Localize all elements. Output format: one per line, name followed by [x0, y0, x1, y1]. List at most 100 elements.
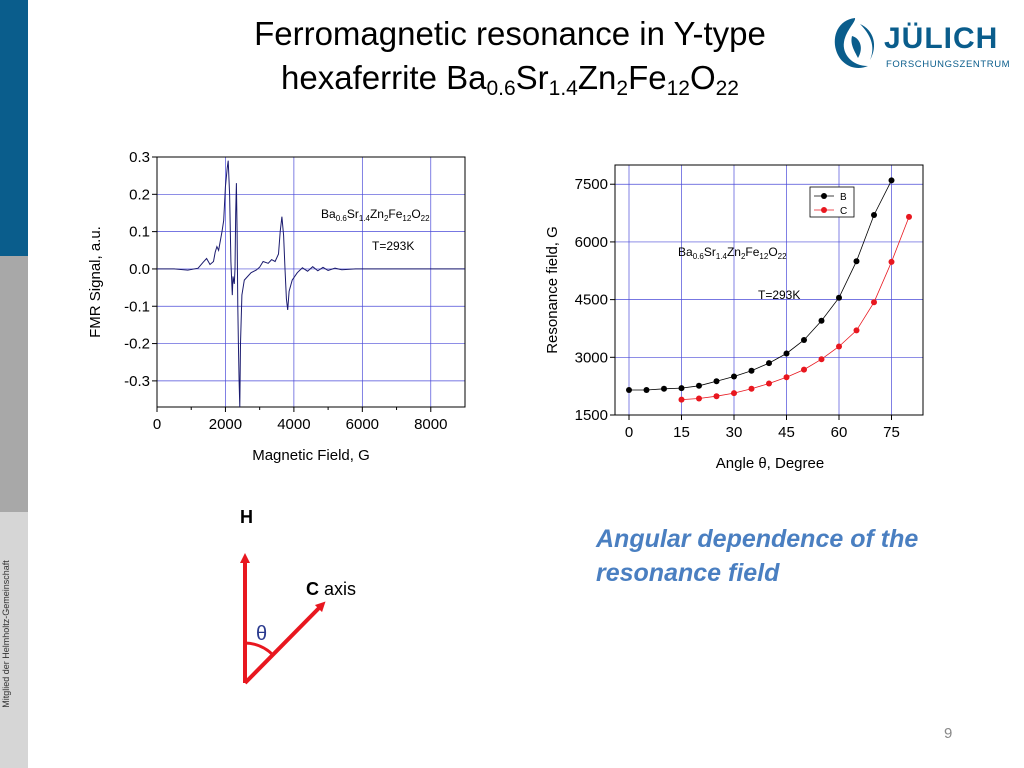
chart2-formula-sub: 0.6 — [693, 252, 705, 261]
chart1-y-tick-label: -0.1 — [124, 298, 150, 315]
chart2-formula-sub: 12 — [759, 252, 768, 261]
title-formula-text: Fe — [628, 59, 667, 96]
chart2-formula-part: Fe — [745, 245, 759, 259]
chart2-x-tick-label: 75 — [883, 424, 900, 441]
chart2-formula-part: O — [768, 245, 777, 259]
chart2-legend-label-c: C — [840, 206, 847, 217]
chart2-point-c — [853, 327, 860, 334]
chart1-x-tick-label: 6000 — [346, 416, 379, 433]
chart1-formula-part: Fe — [388, 207, 402, 221]
chart2-point-b — [888, 177, 895, 184]
c-axis-label-bold: C — [306, 579, 319, 599]
chart1-plot-frame — [156, 156, 466, 408]
chart2-point-b — [801, 337, 807, 343]
chart2-point-b — [643, 387, 650, 393]
chart2-y-tick-label: 3000 — [575, 349, 608, 366]
helmholtz-membership-text: Mitglied der Helmholtz-Gemeinschaft — [1, 560, 11, 708]
chart2-x-tick-label: 15 — [673, 424, 690, 441]
chart1-formula-part: Ba — [321, 207, 336, 221]
chart2-point-c — [748, 385, 755, 392]
chart2-series — [626, 177, 912, 403]
chart2-x-tick-label: 45 — [778, 424, 795, 441]
chart2-point-b — [731, 373, 737, 380]
chart2-point-b — [696, 382, 702, 389]
chart2-point-c — [766, 380, 772, 387]
chart2-point-b — [853, 258, 860, 265]
chart1-x-tick-label: 4000 — [277, 416, 310, 433]
chart2-legend-marker-c — [821, 207, 827, 213]
title-formula-sub: 1.4 — [548, 77, 578, 100]
chart2-point-b — [661, 385, 667, 392]
logo-subtitle: FORSCHUNGSZENTRUM — [886, 59, 1011, 70]
title-formula-text: Zn — [577, 59, 617, 96]
chart2-series-line-b — [629, 180, 892, 391]
chart1-x-tick-label: 8000 — [414, 416, 447, 433]
chart1-formula-sub: 22 — [421, 214, 430, 223]
chart1-formula-sub: 2 — [384, 214, 389, 223]
chart2-y-tick-label: 1500 — [575, 407, 608, 424]
chart2-legend-box — [809, 186, 855, 218]
logo-word: JÜLICH — [884, 22, 999, 55]
chart2-point-c — [836, 343, 842, 350]
chart1-formula-part: Sr — [347, 207, 359, 221]
chart2-temperature-annotation: T=293K — [758, 288, 800, 302]
page-number: 9 — [944, 725, 953, 742]
chart2-point-b — [818, 317, 825, 324]
c-axis-label: C axis — [306, 579, 356, 599]
chart2-point-b — [713, 378, 720, 385]
chart1-y-tick-label: 0.3 — [129, 149, 150, 166]
chart2-legend-marker-b — [821, 193, 827, 199]
chart1-y-tick-label: 0.2 — [129, 186, 150, 203]
chart1-grid — [157, 156, 465, 407]
h-field-label: H — [240, 507, 253, 527]
chart1-x-tick-label: 2000 — [209, 416, 242, 433]
chart2-point-b — [871, 212, 877, 218]
title-formula-sub: 22 — [715, 77, 739, 100]
title-formula-text: hexaferrite Ba — [281, 59, 487, 96]
chart2-point-b — [678, 385, 685, 392]
chart1-formula-sub: 12 — [402, 214, 411, 223]
chart2-grid — [615, 165, 923, 415]
chart2-x-axis-label: Angle θ, Degree — [716, 455, 824, 472]
chart2-point-b — [836, 294, 842, 301]
julich-logo: JÜLICH FORSCHUNGSZENTRUM — [830, 14, 1010, 78]
chart1-formula-part: Zn — [370, 207, 384, 221]
chart2-formula-part: Sr — [704, 245, 716, 259]
theta-angle-arc — [244, 641, 275, 657]
fmr-signal-chart: 0 2000 4000 6000 8000 0.3 0.2 0.1 0.0 -0.1 -0.2 -0.… — [87, 149, 466, 464]
chart2-formula-sub: 2 — [741, 252, 746, 261]
chart2-point-c — [783, 374, 790, 381]
title-formula-sub: 12 — [666, 77, 690, 100]
field-angle-diagram: H θ C axis — [240, 507, 356, 685]
chart1-ticks: 0 2000 4000 6000 8000 0.3 0.2 0.1 0.0 -0.1 -0.2 -0.… — [124, 149, 447, 433]
title-formula-sub: 2 — [616, 77, 629, 100]
side-bar-gray — [0, 256, 28, 512]
chart2-x-tick-label: 0 — [625, 424, 633, 441]
chart2-point-b — [626, 387, 632, 393]
chart2-point-c — [888, 258, 895, 265]
chart1-x-tick-label: 0 — [153, 416, 161, 433]
julich-logo-mark-icon — [834, 18, 875, 69]
resonance-field-chart: 0 15 30 45 60 75 1500 3000 4500 6000 7500 Angle θ,… — [544, 164, 924, 472]
chart2-point-c — [871, 299, 877, 306]
chart2-plot-frame — [614, 164, 924, 416]
chart2-x-tick-label: 60 — [831, 424, 848, 441]
chart1-formula-part: O — [411, 207, 420, 221]
chart2-y-tick-label: 7500 — [575, 176, 608, 193]
chart2-point-c — [713, 393, 720, 400]
chart1-y-tick-label: -0.3 — [124, 373, 150, 390]
title-formula-text: Sr — [515, 59, 549, 96]
chart1-formula-annotation: Ba0.6Sr1.4Zn2Fe12O22 — [321, 207, 430, 223]
chart1-y-tick-label: -0.2 — [124, 336, 150, 353]
chart1-formula-sub: 1.4 — [359, 214, 371, 223]
title-line-2: hexaferrite Ba0.6Sr1.4Zn2Fe12O22 — [150, 56, 870, 100]
chart2-formula-part: Ba — [678, 245, 693, 259]
chart2-y-tick-label: 4500 — [575, 292, 608, 309]
chart2-point-c — [731, 390, 737, 397]
chart2-legend: B C — [809, 186, 855, 218]
title-formula-sub: 0.6 — [486, 77, 516, 100]
chart1-y-axis-label: FMR Signal, a.u. — [87, 226, 104, 338]
chart1-y-tick-label: 0.0 — [129, 261, 150, 278]
chart2-point-b — [748, 367, 755, 374]
chart1-series-line — [157, 160, 465, 408]
